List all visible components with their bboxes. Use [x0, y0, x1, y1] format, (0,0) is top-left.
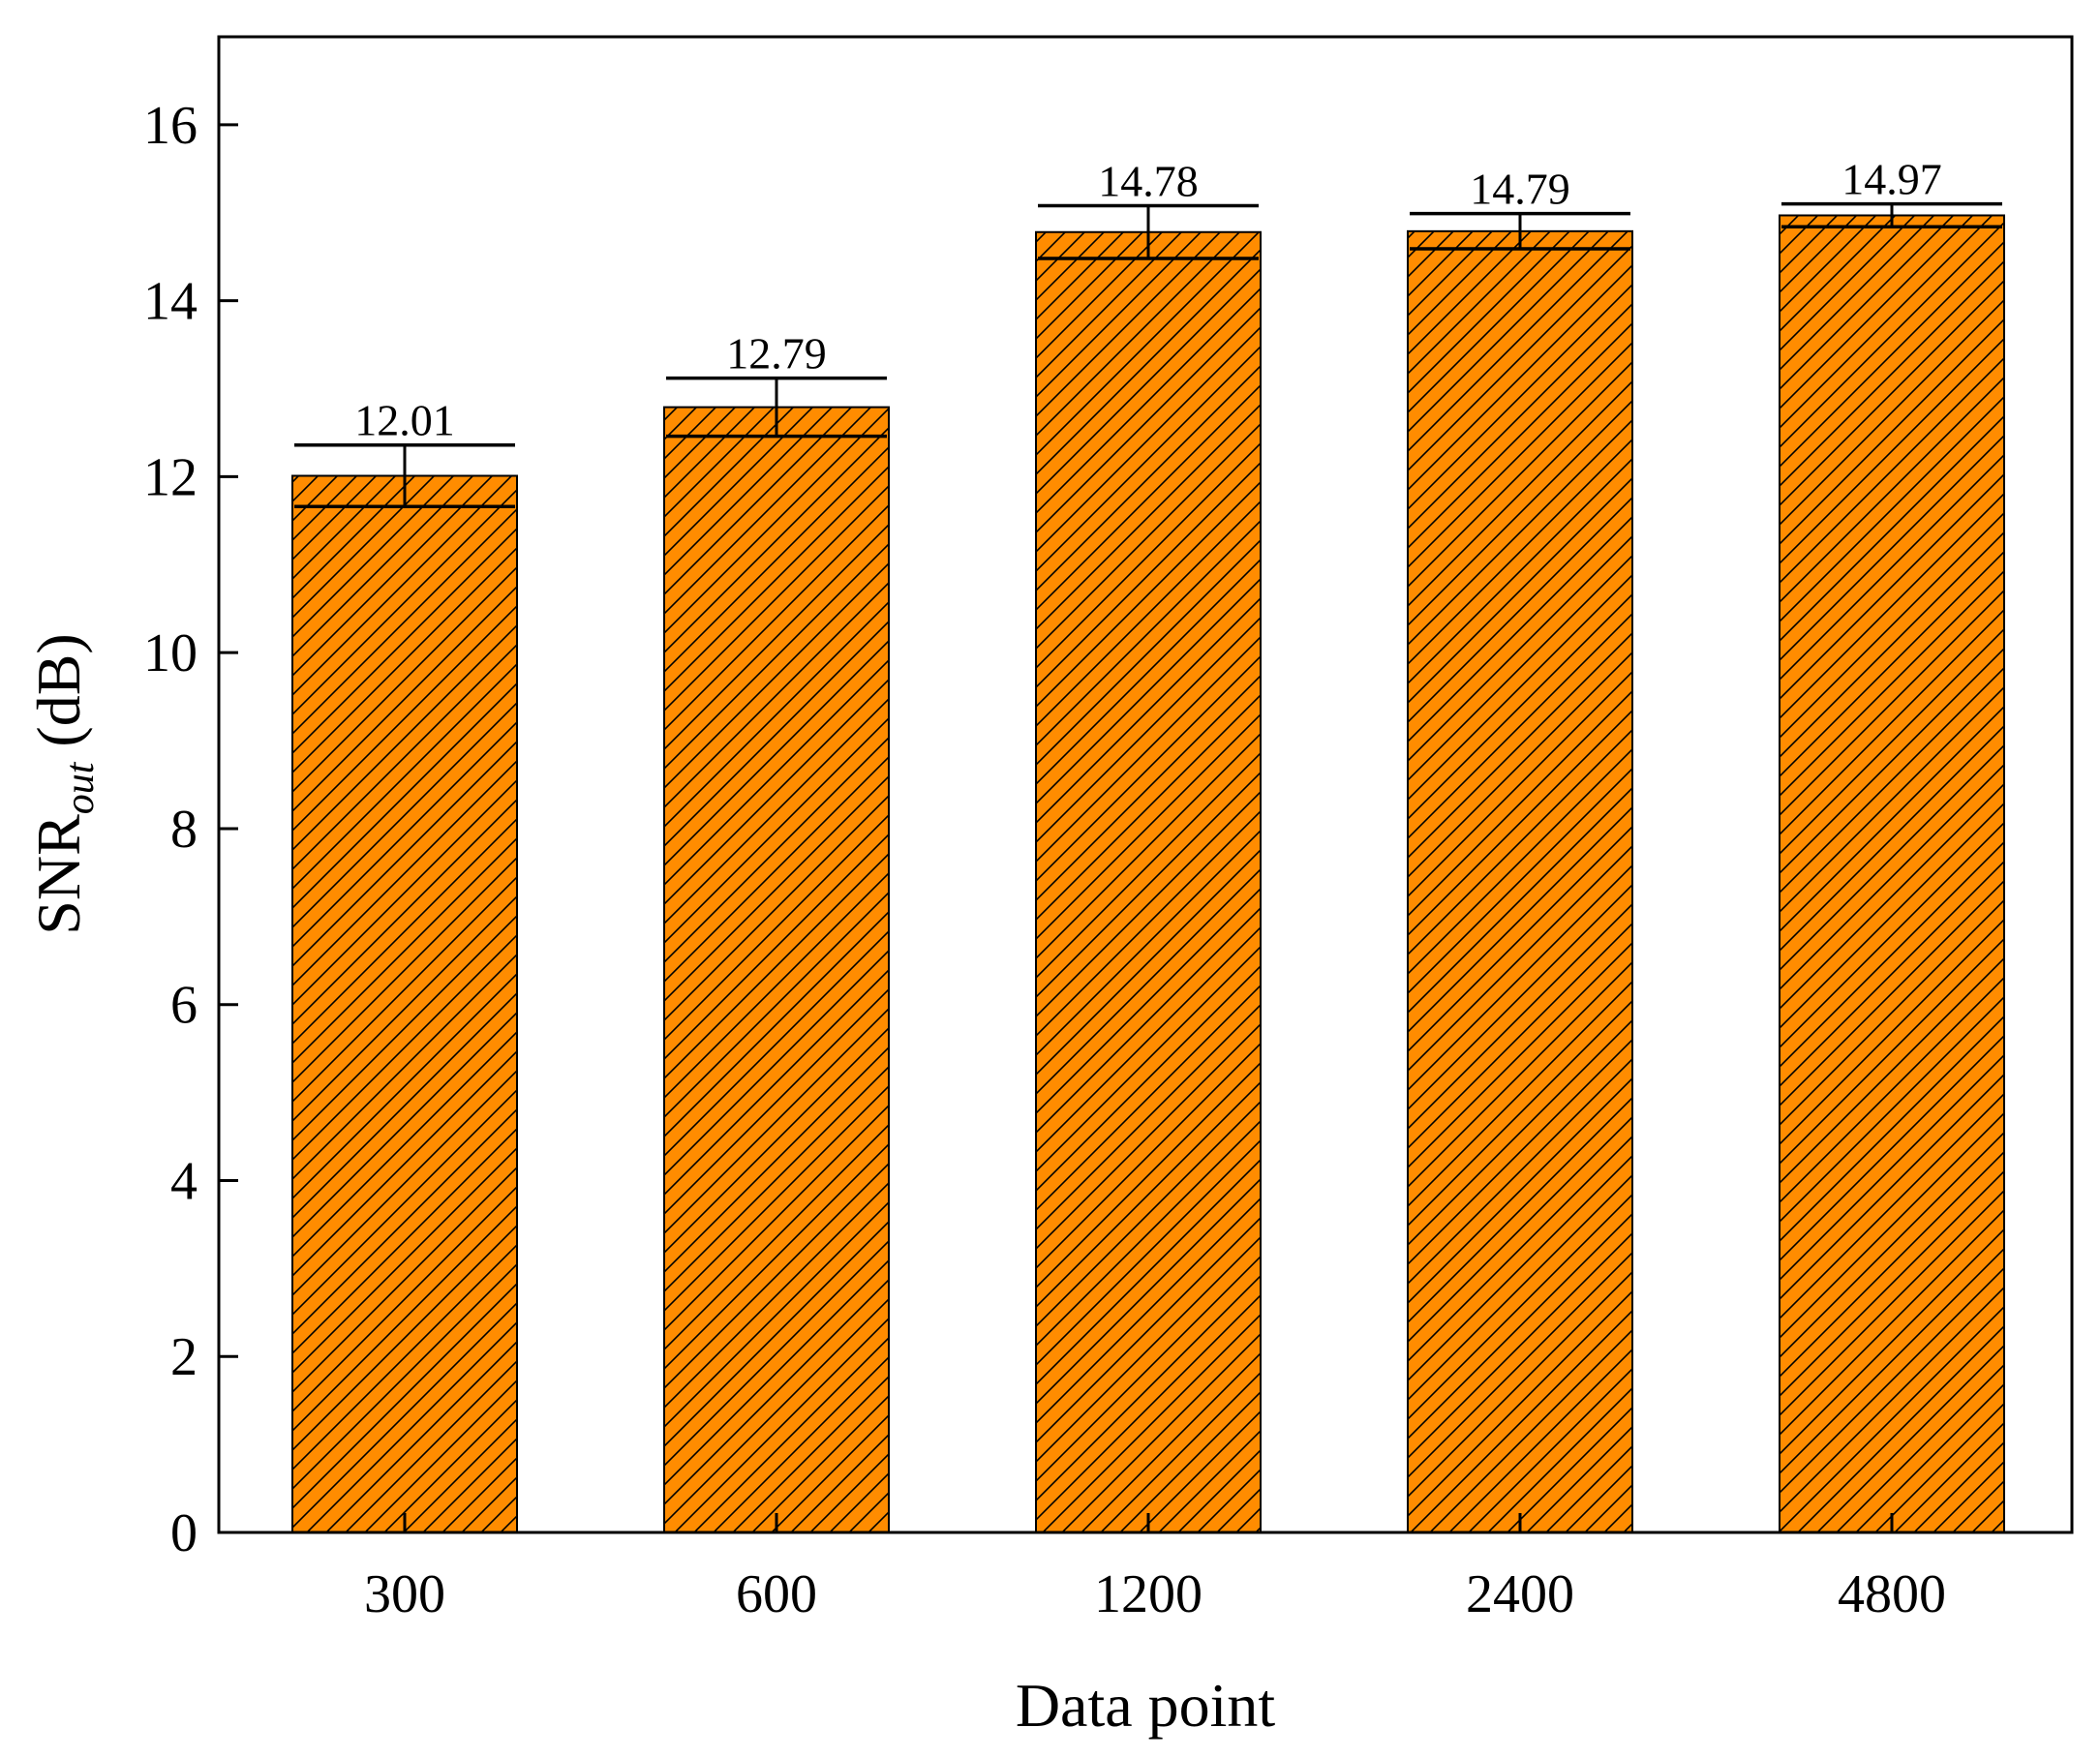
- plot-frame: [217, 35, 2074, 1534]
- x-tick-label: 4800: [1838, 1564, 1946, 1624]
- data-label: 12.79: [726, 329, 827, 379]
- x-axis-ticks: 300 600 1200 2400 4800: [364, 1513, 1946, 1624]
- x-tick-label: 300: [364, 1564, 445, 1624]
- bar: [291, 474, 518, 1533]
- bars: 12.01 12.79 14.78 14.79 14.97: [291, 155, 2005, 1534]
- y-axis-title-unit: (dB): [24, 633, 93, 762]
- bar: [663, 406, 890, 1533]
- y-tick-label: 12: [143, 447, 198, 507]
- x-tick-label: 2400: [1466, 1564, 1574, 1624]
- y-tick-label: 10: [143, 623, 198, 683]
- y-axis-title-subscript: out: [58, 761, 103, 814]
- y-axis-ticks: 0 2 4 6 8 10 12 14 16: [143, 96, 238, 1563]
- data-label: 12.01: [354, 396, 455, 445]
- y-tick-label: 0: [170, 1503, 198, 1563]
- y-tick-label: 16: [143, 96, 198, 156]
- y-axis-title: SNRout (dB): [24, 633, 103, 934]
- y-tick-label: 6: [170, 976, 198, 1036]
- data-label: 14.78: [1098, 156, 1199, 205]
- x-tick-label: 600: [736, 1564, 817, 1624]
- y-axis-title-main: SNR: [24, 814, 93, 935]
- bar: [1779, 214, 2005, 1533]
- y-tick-label: 8: [170, 800, 198, 860]
- x-tick-label: 1200: [1094, 1564, 1202, 1624]
- y-tick-label: 2: [170, 1327, 198, 1387]
- bar: [1407, 229, 1633, 1534]
- data-label: 14.97: [1841, 155, 1942, 204]
- bar: [1035, 230, 1262, 1534]
- y-tick-label: 4: [170, 1151, 198, 1211]
- y-tick-label: 14: [143, 272, 198, 332]
- data-label: 14.79: [1470, 165, 1570, 214]
- x-axis-title: Data point: [1016, 1671, 1276, 1740]
